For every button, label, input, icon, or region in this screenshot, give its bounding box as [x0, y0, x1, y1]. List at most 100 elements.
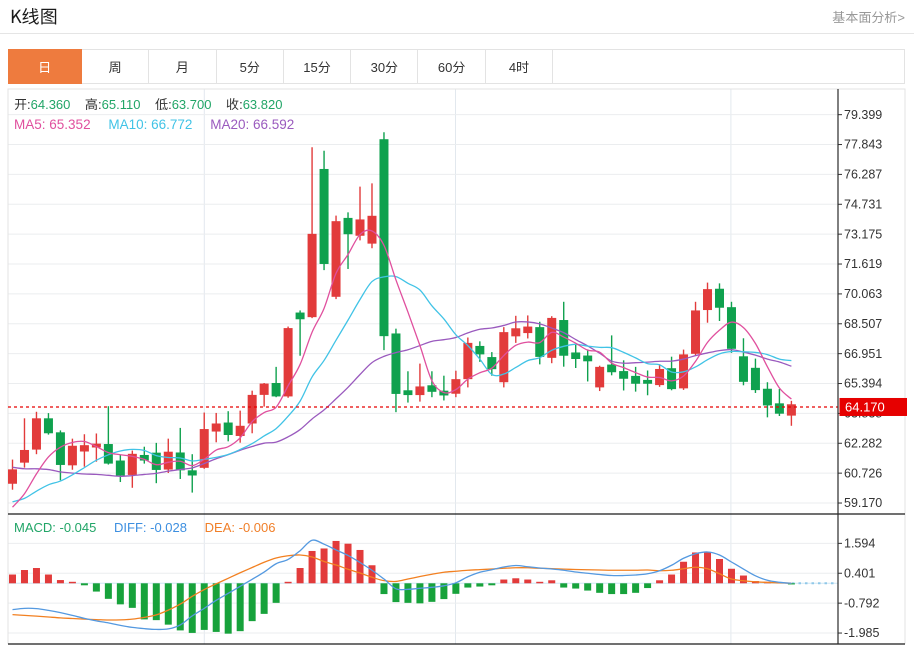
- y-axis-label: 60.726: [844, 462, 882, 481]
- candle: [427, 371, 437, 398]
- macd-bar: [715, 558, 723, 584]
- y-axis-label: 66.951: [844, 343, 882, 362]
- tab-日[interactable]: 日: [8, 48, 82, 84]
- macd-bar: [248, 583, 256, 622]
- y-axis-label: 73.175: [844, 223, 882, 242]
- candle: [403, 371, 413, 403]
- macd-bar: [440, 583, 448, 600]
- diff-line: [12, 539, 792, 631]
- ma5-readout: MA5: 65.352: [14, 113, 91, 133]
- macd-plot-area[interactable]: [9, 539, 795, 634]
- macd-bar: [272, 583, 280, 603]
- macd-bar: [787, 583, 795, 585]
- candle: [703, 282, 713, 323]
- macd-bar: [32, 568, 40, 584]
- tab-周[interactable]: 周: [82, 49, 150, 83]
- candle: [367, 183, 377, 249]
- candle: [271, 366, 281, 398]
- low-value: 63.700: [171, 94, 212, 113]
- ma20-line: [12, 321, 792, 477]
- y-axis-label: 62.282: [844, 432, 882, 451]
- candle: [667, 356, 677, 391]
- chart-border: [7, 88, 906, 644]
- macd-axis-label: -0.792: [844, 592, 879, 611]
- dea-value-readout: DEA: -0.006: [204, 517, 276, 536]
- tab-30分[interactable]: 30分: [351, 49, 419, 83]
- period-tabs: 日周月 5分 15分 30分 60分 4时: [8, 48, 905, 84]
- candle: [691, 301, 701, 356]
- y-axis-label: 77.843: [844, 134, 882, 153]
- macd-bar: [368, 565, 376, 584]
- macd-bar: [488, 583, 496, 586]
- macd-bar: [332, 540, 340, 584]
- candle: [571, 344, 581, 369]
- tab-15分[interactable]: 15分: [283, 49, 352, 83]
- y-axis-label: 71.619: [844, 253, 882, 272]
- candle: [523, 315, 533, 339]
- macd-bar: [404, 583, 412, 603]
- macd-bar: [284, 581, 292, 584]
- low-label: 低:: [155, 94, 172, 113]
- macd-bar: [9, 574, 16, 584]
- macd-bar: [20, 570, 28, 584]
- high-label: 高:: [85, 94, 102, 113]
- candle: [43, 413, 53, 435]
- macd-bar: [92, 583, 100, 592]
- ohlc-readout: 开:64.360 高:65.110 低:63.700 收:63.820: [14, 94, 293, 113]
- candle: [487, 352, 497, 376]
- macd-bar: [320, 548, 328, 584]
- y-axis-label: 70.063: [844, 283, 882, 302]
- macd-bar: [452, 583, 460, 594]
- tab-filler: [553, 49, 904, 83]
- title-separator: [0, 33, 914, 34]
- macd-bar: [428, 583, 436, 602]
- macd-bar: [152, 583, 160, 621]
- macd-bar: [68, 581, 76, 584]
- y-axis-label: 59.170: [844, 492, 882, 511]
- high-value: 65.110: [101, 94, 141, 113]
- macd-bar: [608, 583, 616, 595]
- macd-bar: [572, 583, 580, 589]
- macd-bar: [500, 579, 508, 584]
- macd-bar: [176, 583, 184, 631]
- candle: [355, 186, 365, 241]
- macd-bar: [236, 583, 244, 632]
- macd-bar: [188, 583, 196, 633]
- macd-bar: [356, 549, 364, 584]
- macd-bar: [548, 580, 556, 584]
- candle: [415, 363, 425, 402]
- macd-bar: [727, 568, 735, 584]
- macd-bar: [260, 583, 268, 614]
- macd-readout: MACD: -0.045 DIFF: -0.028 DEA: -0.006: [14, 517, 289, 536]
- tab-slots: 日周月 5分 15分 30分 60分 4时: [8, 48, 554, 84]
- candle: [762, 382, 772, 418]
- candle: [643, 370, 653, 396]
- macd-bar: [739, 575, 747, 584]
- candle: [379, 132, 389, 351]
- ma10-readout: MA10: 66.772: [108, 113, 193, 133]
- tab-60分[interactable]: 60分: [418, 49, 486, 83]
- candle: [67, 438, 77, 470]
- candle: [259, 382, 269, 407]
- fundamental-analysis-link[interactable]: 基本面分析>: [832, 7, 905, 26]
- macd-bar: [704, 551, 712, 584]
- candle: [163, 438, 173, 474]
- open-label: 开:: [14, 94, 31, 113]
- macd-bar: [632, 583, 640, 593]
- tab-4时[interactable]: 4时: [485, 49, 554, 83]
- diff-value-readout: DIFF: -0.028: [114, 517, 188, 536]
- candle: [679, 349, 689, 390]
- candle: [331, 215, 341, 300]
- macd-bar: [620, 583, 628, 595]
- candle: [786, 400, 796, 426]
- ma-readout: MA5: 65.352 MA10: 66.772 MA20: 66.592: [14, 113, 308, 133]
- tab-月[interactable]: 月: [149, 49, 217, 83]
- candle: [307, 147, 317, 319]
- macd-bar: [128, 583, 136, 608]
- macd-bar: [464, 583, 472, 588]
- last-price-badge: [839, 397, 907, 416]
- tab-5分[interactable]: 5分: [216, 49, 284, 83]
- kline-plot-area[interactable]: [8, 132, 796, 508]
- ma5-line: [12, 229, 792, 508]
